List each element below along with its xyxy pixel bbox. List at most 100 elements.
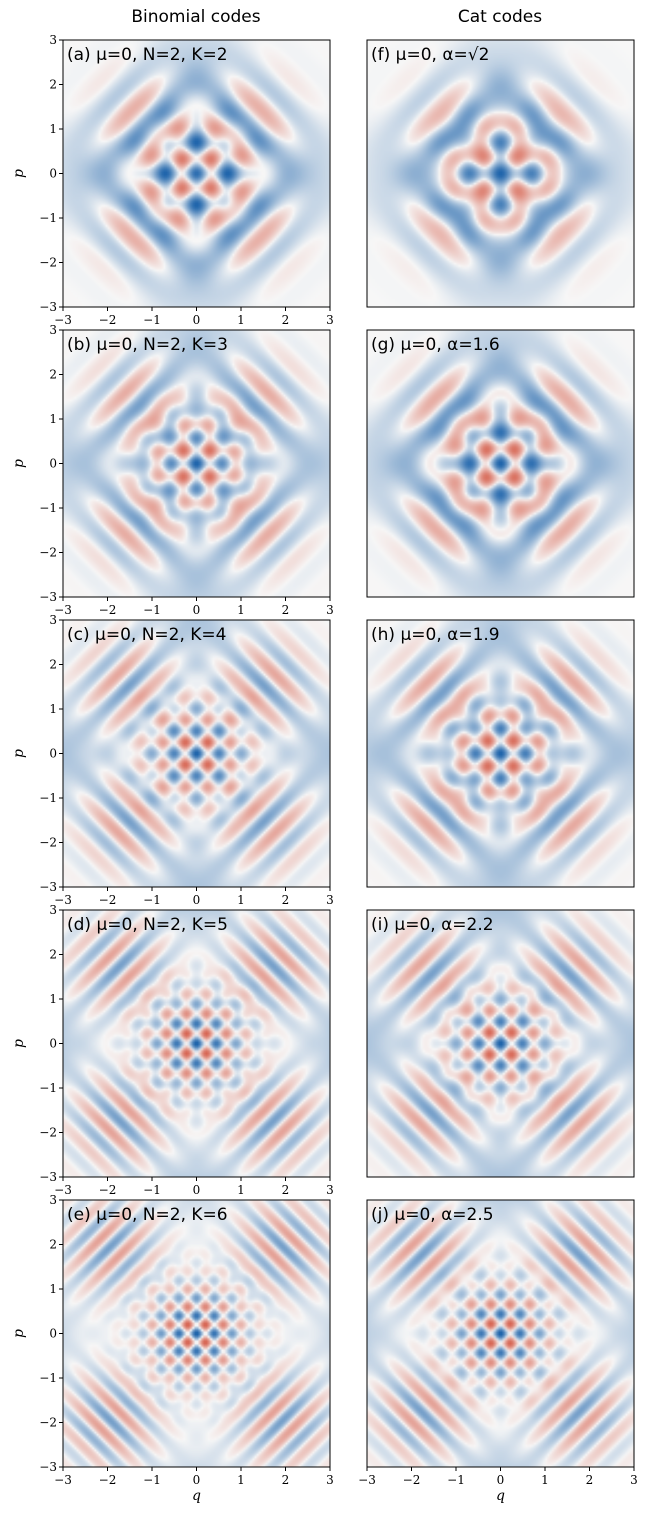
- y-axis-label: p: [11, 459, 27, 468]
- panel-2: (c) μ=0, N=2, K=4 −3 −2 −1 0 1 2 3 −3 −2 −1 0 1 2 3 p: [11, 613, 334, 907]
- wigner-heatmap: [367, 40, 634, 307]
- x-tick-label: −1: [143, 603, 161, 617]
- x-tick-label: −3: [54, 603, 72, 617]
- panel-6: (g) μ=0, α=1.6: [366, 329, 635, 598]
- y-tick-label: −3: [39, 880, 57, 894]
- y-tick-label: 3: [49, 903, 57, 917]
- x-tick-label: 1: [541, 1473, 549, 1487]
- wigner-heatmap: [367, 330, 634, 597]
- wigner-heatmap: [63, 910, 330, 1177]
- panel-label: (b) μ=0, N=2, K=3: [67, 335, 228, 355]
- column-title-cat: Cat codes: [458, 7, 542, 27]
- x-tick-label: 0: [193, 893, 201, 907]
- panel-label: (e) μ=0, N=2, K=6: [67, 1205, 228, 1225]
- x-tick-label: −1: [143, 1183, 161, 1197]
- plot-frame: [366, 909, 635, 1178]
- y-axis-label: p: [11, 169, 27, 178]
- wigner-heatmap: [367, 910, 634, 1177]
- x-tick-label: 2: [282, 1473, 290, 1487]
- y-tick-label: −2: [39, 836, 57, 850]
- wigner-heatmap: [367, 620, 634, 887]
- y-tick-label: 0: [49, 457, 57, 471]
- plot-frame: [366, 329, 635, 598]
- x-tick-label: 2: [282, 893, 290, 907]
- x-tick-label: −2: [99, 603, 117, 617]
- y-axis-label: p: [11, 749, 27, 758]
- x-tick-label: 1: [237, 1183, 245, 1197]
- panel-7: (h) μ=0, α=1.9: [366, 619, 635, 888]
- wigner-heatmap: [63, 620, 330, 887]
- x-tick-label: 3: [630, 1473, 638, 1487]
- x-tick-label: −2: [99, 893, 117, 907]
- y-tick-label: −3: [39, 1460, 57, 1474]
- x-tick-label: 3: [326, 1473, 334, 1487]
- y-tick-label: −1: [39, 1081, 57, 1095]
- panel-5: (f) μ=0, α=√2: [366, 39, 635, 308]
- x-axis-label: q: [192, 1488, 201, 1504]
- panel-label: (d) μ=0, N=2, K=5: [67, 915, 228, 935]
- x-tick-label: 1: [237, 313, 245, 327]
- x-tick-label: −1: [143, 1473, 161, 1487]
- x-tick-label: 2: [282, 603, 290, 617]
- y-tick-label: 2: [49, 658, 57, 672]
- y-tick-label: 2: [49, 78, 57, 92]
- y-tick-label: 3: [49, 323, 57, 337]
- panel-label: (a) μ=0, N=2, K=2: [67, 45, 228, 65]
- y-tick-label: 0: [49, 1037, 57, 1051]
- y-tick-label: −1: [39, 501, 57, 515]
- y-tick-label: 1: [49, 412, 57, 426]
- x-tick-label: 2: [282, 1183, 290, 1197]
- column-title-binomial: Binomial codes: [131, 7, 260, 27]
- x-tick-label: 3: [326, 603, 334, 617]
- x-tick-label: −3: [54, 1183, 72, 1197]
- y-tick-label: −2: [39, 546, 57, 560]
- panel-label: (h) μ=0, α=1.9: [371, 625, 500, 645]
- y-tick-label: 0: [49, 1327, 57, 1341]
- panel-1: (b) μ=0, N=2, K=3 −3 −2 −1 0 1 2 3 −3 −2 −1 0 1 2 3 p: [11, 323, 334, 617]
- y-tick-label: −2: [39, 1416, 57, 1430]
- y-tick-label: 0: [49, 167, 57, 181]
- panel-label: (c) μ=0, N=2, K=4: [67, 625, 227, 645]
- x-tick-label: 3: [326, 1183, 334, 1197]
- y-tick-label: −2: [39, 256, 57, 270]
- y-tick-label: −1: [39, 1371, 57, 1385]
- y-tick-label: 1: [49, 992, 57, 1006]
- x-tick-label: 3: [326, 313, 334, 327]
- y-tick-label: 2: [49, 948, 57, 962]
- y-tick-label: 2: [49, 368, 57, 382]
- wigner-heatmap: [63, 40, 330, 307]
- panel-0: (a) μ=0, N=2, K=2 −3 −2 −1 0 1 2 3 −3 −2 −1 0 1 2 3 p: [11, 33, 334, 327]
- x-tick-label: −3: [54, 313, 72, 327]
- y-tick-label: 1: [49, 702, 57, 716]
- y-tick-label: 3: [49, 1193, 57, 1207]
- x-tick-label: −2: [99, 1473, 117, 1487]
- x-tick-label: 1: [237, 1473, 245, 1487]
- y-axis-label: p: [11, 1039, 27, 1048]
- x-tick-label: −3: [54, 893, 72, 907]
- x-tick-label: 2: [282, 313, 290, 327]
- y-tick-label: −3: [39, 590, 57, 604]
- x-tick-label: −3: [358, 1473, 376, 1487]
- y-tick-label: 1: [49, 122, 57, 136]
- y-tick-label: −1: [39, 211, 57, 225]
- x-tick-label: −1: [447, 1473, 465, 1487]
- wigner-heatmap: [63, 1200, 330, 1467]
- wigner-heatmap: [63, 330, 330, 597]
- y-axis-label: p: [11, 1329, 27, 1338]
- y-tick-label: 3: [49, 33, 57, 47]
- y-tick-label: −2: [39, 1126, 57, 1140]
- x-tick-label: −3: [54, 1473, 72, 1487]
- y-tick-label: 3: [49, 613, 57, 627]
- x-axis-label: q: [496, 1488, 505, 1504]
- plot-frame: [366, 619, 635, 888]
- x-tick-label: −1: [143, 893, 161, 907]
- panel-4: (e) μ=0, N=2, K=6 −3 −2 −1 0 1 2 3 −3 −2 −1 0 1 2 3 p q: [11, 1193, 334, 1504]
- y-tick-label: −3: [39, 300, 57, 314]
- panel-3: (d) μ=0, N=2, K=5 −3 −2 −1 0 1 2 3 −3 −2 −1 0 1 2 3 p: [11, 903, 334, 1197]
- panel-8: (i) μ=0, α=2.2: [366, 909, 635, 1178]
- panel-9: (j) μ=0, α=2.5 −3 −2 −1 0 1 2 3 q: [358, 1199, 638, 1504]
- panel-label: (f) μ=0, α=√2: [371, 45, 489, 65]
- y-tick-label: −3: [39, 1170, 57, 1184]
